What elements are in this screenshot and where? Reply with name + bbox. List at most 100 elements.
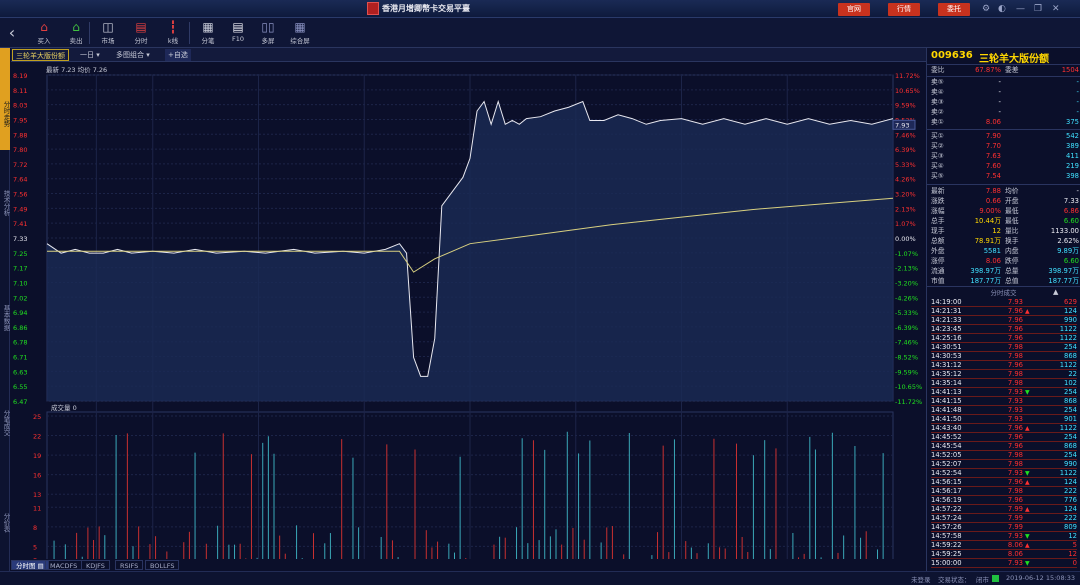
status-bar: 未登录 交易状态： 闭市 2019-06-12 15:08:33	[0, 571, 1080, 585]
trade-time: 14:57:58	[931, 532, 962, 540]
trade-arrow: ▲	[1025, 542, 1030, 549]
toolbar-house-down-button[interactable]: ⌂ 卖出	[62, 20, 90, 46]
trade-arrow: ▼	[1025, 560, 1030, 567]
settings-icon[interactable]: ⚙	[982, 4, 991, 14]
quote-panel: 009636 三轮羊大版份额 委比 67.87% 委差 1504 卖⑤ - - 卖④ -…	[926, 48, 1080, 571]
sidebar-tab-timeshare[interactable]: 分时走势	[0, 48, 10, 150]
trade-row: 14:45:54 7.96 868	[931, 442, 1077, 451]
timeshare-icon: ▤	[135, 20, 147, 34]
tab-macd[interactable]: MACDFS	[45, 560, 83, 570]
tab-kdj[interactable]: KDJFS	[81, 560, 110, 570]
pct-tick-label: 10.65%	[895, 87, 920, 95]
list-icon: ▦	[202, 20, 214, 34]
trade-row: 14:57:24 7.99 222	[931, 514, 1077, 523]
period-select[interactable]: 一日 ▾	[80, 51, 100, 59]
stat-row-cell: 8.06	[985, 257, 1001, 265]
trade-price: 7.98	[1007, 379, 1023, 387]
trade-vol: 868	[1064, 352, 1077, 360]
pct-tick-label: 0.00%	[895, 235, 916, 243]
candlestick-icon: ┇	[169, 20, 177, 34]
trade-row: 14:56:19 7.96 776	[931, 496, 1077, 505]
minimize-icon[interactable]: —	[1016, 4, 1025, 14]
price-tick-label: 6.55	[13, 383, 27, 391]
current-price-tag-label: 7.93	[895, 121, 909, 129]
trade-time: 14:23:45	[931, 325, 962, 333]
tab-boll[interactable]: BOLLFS	[145, 560, 180, 570]
trade-vol: 254	[1064, 451, 1077, 459]
trade-time: 14:57:24	[931, 514, 962, 522]
toolbar-bag-button[interactable]: ◫ 市场	[94, 20, 122, 46]
toolbar-timeshare-button[interactable]: ▤ 分时	[127, 20, 155, 46]
website-button[interactable]: 官网	[838, 3, 870, 16]
ask-row-cell: -	[998, 98, 1001, 106]
sidebar-tab-technical[interactable]: 技术分析	[2, 190, 10, 216]
toolbar-list-button[interactable]: ▦ 分笔	[194, 20, 222, 46]
trade-time: 14:59:25	[931, 550, 962, 558]
restore-icon[interactable]: ❐	[1034, 4, 1043, 14]
bid-row-cell: 7.60	[985, 162, 1001, 170]
trade-row: 14:30:51 7.98 254	[931, 343, 1077, 352]
app-title: 香港月增卿幣卡交易平臺	[382, 4, 470, 13]
back-button[interactable]: ‹	[8, 23, 16, 42]
overlay-select[interactable]: 多图组合 ▾	[116, 51, 150, 59]
trade-row: 14:41:50 7.93 901	[931, 415, 1077, 424]
sidebar-tab-ticks[interactable]: 分笔成交	[2, 410, 10, 436]
stat-row-cell: 6.60	[1063, 257, 1079, 265]
trade-price: 7.96	[1007, 433, 1023, 441]
price-tick-label: 7.41	[13, 220, 27, 228]
trade-time: 14:57:26	[931, 523, 962, 531]
bid-row-cell: 411	[1066, 152, 1079, 160]
trade-row: 14:41:48 7.93 254	[931, 406, 1077, 415]
collapse-icon[interactable]: ▲	[1053, 288, 1059, 296]
trade-row: 14:45:52 7.96 254	[931, 433, 1077, 442]
trade-vol: 809	[1064, 523, 1077, 531]
bid-row-cell: 389	[1066, 142, 1079, 150]
stat-row-cell: 涨停	[931, 257, 945, 265]
add-watchlist-button[interactable]: +自选	[165, 49, 191, 61]
trade-price: 7.93	[1007, 469, 1023, 477]
stat-row: 外盘 5581 内盘 9.89万	[931, 247, 1079, 256]
tab-rsi[interactable]: RSIFS	[115, 560, 144, 570]
pct-tick-label: 2.13%	[895, 205, 916, 213]
pct-tick-label: -7.46%	[895, 339, 918, 347]
trade-price: 7.93	[1007, 388, 1023, 396]
pct-tick-label: -11.72%	[895, 398, 922, 406]
stat-row: 总额 78.91万 换手 2.62%	[931, 237, 1079, 246]
tab-timeshare[interactable]: 分时图 ▤	[11, 560, 49, 570]
pct-tick-label: -4.26%	[895, 294, 918, 302]
toolbar-multi-screen-button[interactable]: ▯▯ 多屏	[254, 20, 282, 46]
price-tick-label: 6.94	[13, 309, 27, 317]
toolbar-grid-button[interactable]: ▦ 综合屏	[286, 20, 314, 46]
ask-row-cell: -	[1076, 78, 1079, 86]
toolbar-house-up-button[interactable]: ⌂ 买入	[30, 20, 58, 46]
ask-row-cell: -	[998, 88, 1001, 96]
grid-icon: ▦	[294, 20, 306, 34]
trade-arrow: ▼	[1025, 470, 1030, 477]
sidebar-tab-price-table[interactable]: 分价表	[2, 513, 10, 533]
toolbar-label: 市场	[101, 37, 115, 45]
trade-arrow: ▼	[1025, 533, 1030, 540]
toolbar-candlestick-button[interactable]: ┇ k线	[159, 20, 187, 46]
toolbar-document-button[interactable]: ▤ F10	[224, 20, 252, 46]
trade-vol: 254	[1064, 433, 1077, 441]
sidebar-tab-basic[interactable]: 基本数据	[2, 305, 10, 331]
stat-row-cell: 5581	[983, 247, 1001, 255]
close-icon[interactable]: ✕	[1052, 4, 1060, 14]
order-button[interactable]: 委托	[938, 3, 970, 16]
trade-time: 14:56:15	[931, 478, 962, 486]
multi-screen-icon: ▯▯	[261, 20, 275, 34]
trade-vol: 124	[1064, 478, 1077, 486]
stat-row-cell: 跌停	[1005, 257, 1019, 265]
market-button[interactable]: 行情	[888, 3, 920, 16]
stat-row-cell: 78.91万	[974, 237, 1001, 245]
stat-row-cell: 6.60	[1063, 217, 1079, 225]
trade-time: 14:45:54	[931, 442, 962, 450]
stock-name-label[interactable]: 三轮羊大版份额	[12, 49, 69, 61]
price-tick-label: 6.63	[13, 368, 27, 376]
pct-tick-label: -9.59%	[895, 368, 918, 376]
trade-price: 7.98	[1007, 460, 1023, 468]
skin-icon[interactable]: ◐	[998, 4, 1006, 14]
title-bar: 香港月增卿幣卡交易平臺 官网 行情 委托 ⚙ ◐ — ❐ ✕	[0, 0, 1080, 18]
trade-time: 14:57:22	[931, 505, 962, 513]
volume-tick-label: 25	[33, 413, 41, 421]
